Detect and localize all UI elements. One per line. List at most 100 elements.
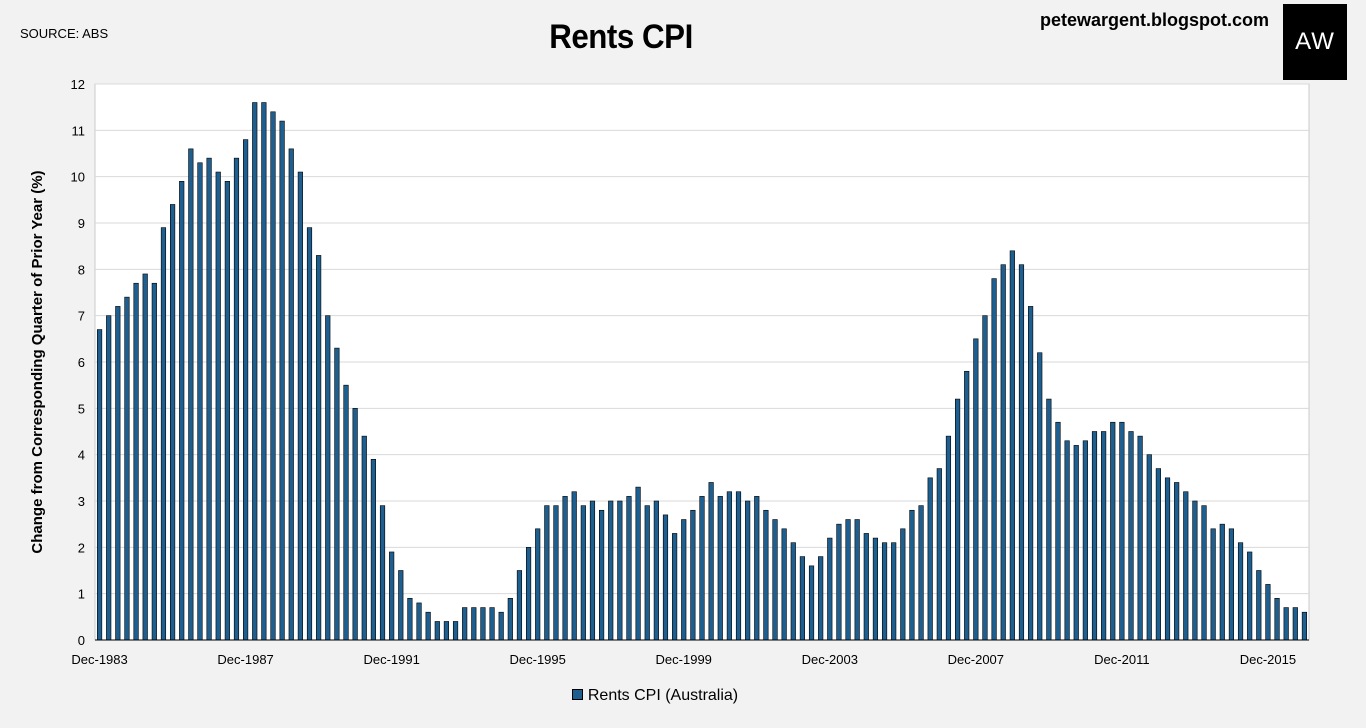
legend-label: Rents CPI (Australia) xyxy=(587,687,739,704)
bar xyxy=(1064,440,1070,641)
bar xyxy=(1164,477,1171,641)
bar xyxy=(1055,421,1061,641)
aw-logo: AW xyxy=(1283,4,1347,80)
bar xyxy=(434,621,440,641)
bar xyxy=(1174,482,1180,641)
bar xyxy=(1283,607,1289,641)
bar xyxy=(471,607,477,641)
bar xyxy=(845,519,851,641)
bar xyxy=(1046,398,1052,641)
bar xyxy=(1028,306,1034,641)
legend-swatch xyxy=(571,689,583,700)
bar xyxy=(544,505,550,641)
source-note: SOURCE: ABS xyxy=(20,26,109,41)
bar xyxy=(1192,500,1198,641)
bar xyxy=(617,500,623,641)
y-tick-label: 2 xyxy=(78,540,85,555)
bar xyxy=(745,500,751,641)
bar xyxy=(644,505,650,641)
bar xyxy=(1082,440,1088,641)
bar xyxy=(462,607,468,641)
bar xyxy=(1265,584,1271,641)
bar xyxy=(179,181,185,641)
bar xyxy=(808,565,815,641)
x-tick-label: Dec-2011 xyxy=(1094,652,1149,667)
x-tick-label: Dec-1991 xyxy=(363,652,419,667)
bar xyxy=(735,491,742,641)
bar xyxy=(1228,528,1234,641)
bar xyxy=(589,500,596,641)
bar xyxy=(726,491,732,641)
bar xyxy=(407,597,413,641)
blog-url: petewargent.blogspot.com xyxy=(1040,10,1270,30)
y-tick-label: 8 xyxy=(78,262,85,277)
bar xyxy=(1018,264,1025,641)
bar xyxy=(562,496,568,641)
bar xyxy=(954,398,961,641)
bar xyxy=(334,347,340,641)
bar xyxy=(909,509,915,641)
bar xyxy=(1037,352,1043,641)
x-tick-label: Dec-2007 xyxy=(948,652,1004,667)
bar xyxy=(325,315,331,641)
bar xyxy=(261,102,267,641)
bar xyxy=(224,181,230,641)
x-tick-label: Dec-1995 xyxy=(510,652,566,667)
bar xyxy=(1119,421,1125,641)
bar xyxy=(699,496,705,641)
bar xyxy=(1155,468,1161,641)
bar xyxy=(681,519,687,641)
bar xyxy=(443,621,450,641)
bar xyxy=(580,505,586,641)
bar xyxy=(973,338,979,641)
bar xyxy=(316,255,322,641)
bar xyxy=(982,315,988,641)
bar xyxy=(1201,505,1207,641)
bar xyxy=(1128,431,1134,641)
y-tick-label: 9 xyxy=(78,216,85,231)
bar xyxy=(936,468,942,641)
bar xyxy=(827,537,833,641)
bar xyxy=(1073,445,1079,641)
y-tick-label: 1 xyxy=(78,587,85,602)
y-tick-label: 3 xyxy=(78,494,85,509)
bar xyxy=(142,273,148,641)
bar xyxy=(1301,611,1308,641)
x-tick-label: Dec-1987 xyxy=(217,652,273,667)
bar xyxy=(525,547,532,641)
bar xyxy=(115,306,121,641)
bar xyxy=(343,384,349,641)
bar xyxy=(1110,421,1116,641)
bar xyxy=(717,496,723,641)
bar xyxy=(790,542,796,641)
bar xyxy=(416,602,422,641)
x-tick-label: Dec-1999 xyxy=(656,652,712,667)
bar xyxy=(498,611,504,641)
bar xyxy=(452,621,459,641)
bar xyxy=(507,597,513,641)
bar xyxy=(516,570,523,641)
bar xyxy=(361,435,367,641)
bar xyxy=(854,519,860,641)
bar xyxy=(818,556,824,641)
x-tick-label: Dec-2003 xyxy=(802,652,858,667)
bar xyxy=(918,505,924,641)
bar xyxy=(480,607,486,641)
bar xyxy=(891,542,897,641)
bar xyxy=(535,528,541,641)
bar xyxy=(1009,250,1015,641)
bar xyxy=(781,528,787,641)
bar xyxy=(690,509,696,641)
bar xyxy=(763,509,769,641)
bar xyxy=(1247,551,1253,641)
bar xyxy=(1219,523,1225,641)
bar xyxy=(270,111,276,641)
y-tick-label: 7 xyxy=(78,309,85,324)
bar xyxy=(799,556,805,641)
bar xyxy=(608,500,614,641)
x-tick-label: Dec-1983 xyxy=(71,652,127,667)
bar xyxy=(370,458,376,641)
legend: Rents CPI (Australia) xyxy=(0,687,1310,705)
bar xyxy=(170,204,176,641)
